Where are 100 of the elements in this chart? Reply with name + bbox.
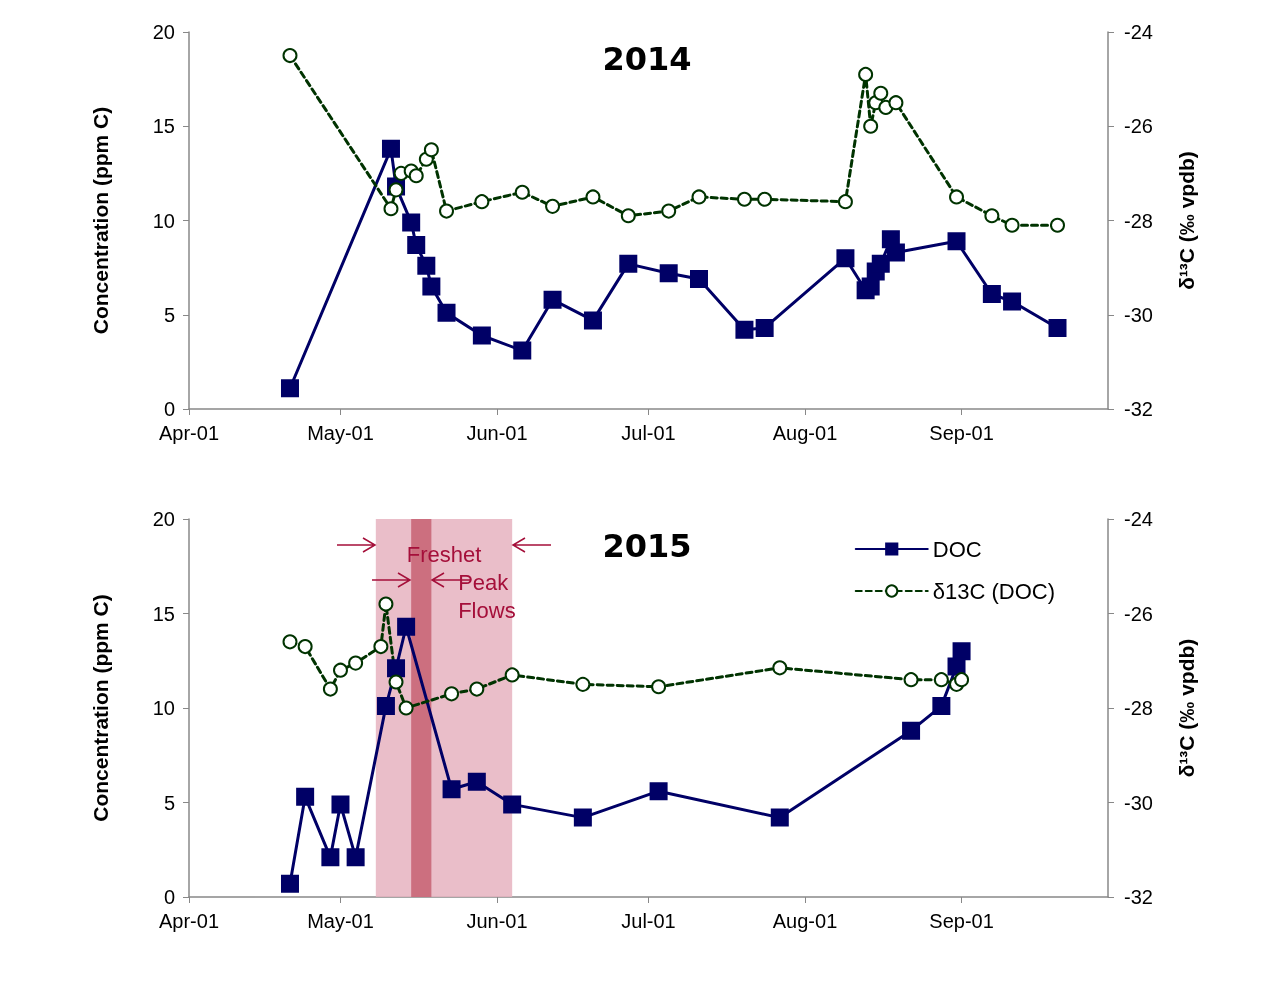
point	[575, 676, 591, 692]
y2-axis-title: δ¹³C (‰ vpdb)	[1175, 638, 1198, 778]
point	[296, 787, 315, 806]
point	[513, 341, 532, 360]
y-tick-label: 0	[163, 886, 175, 908]
point	[903, 672, 919, 688]
point	[503, 795, 522, 814]
point	[280, 874, 299, 893]
point	[691, 189, 707, 205]
y2-tick-label: -32	[1124, 886, 1153, 908]
point	[982, 285, 1001, 304]
point	[770, 808, 789, 827]
point	[932, 697, 951, 716]
point	[619, 254, 638, 273]
point	[322, 681, 338, 697]
point	[1004, 217, 1020, 233]
point	[346, 848, 365, 867]
y2-tick-label: -30	[1124, 303, 1153, 326]
point	[1050, 217, 1066, 233]
point	[388, 674, 404, 690]
point	[383, 201, 399, 217]
point	[397, 617, 416, 636]
y-tick-label: 10	[152, 697, 175, 719]
point	[585, 189, 601, 205]
point	[467, 772, 486, 791]
point	[952, 642, 971, 661]
point	[772, 660, 788, 676]
x-tick-label: Jun-01	[466, 422, 528, 444]
point	[1048, 318, 1067, 337]
y-tick-label: 20	[152, 508, 175, 530]
point	[661, 203, 677, 219]
point	[1003, 292, 1022, 311]
y2-tick-label: -30	[1124, 791, 1153, 814]
point	[472, 326, 491, 345]
x-tick-label: Aug-01	[772, 910, 838, 932]
point	[437, 303, 456, 322]
point	[282, 634, 298, 650]
x-tick-label: Aug-01	[772, 422, 838, 444]
point	[514, 184, 530, 200]
point	[858, 66, 874, 82]
point	[331, 795, 350, 814]
y-tick-label: 15	[152, 602, 175, 625]
point	[378, 596, 394, 612]
point	[836, 249, 855, 268]
x-tick-label: May-01	[307, 422, 374, 444]
point	[442, 780, 461, 799]
point	[280, 379, 299, 398]
x-tick-label: Apr-01	[158, 422, 220, 444]
point	[388, 182, 404, 198]
point	[649, 782, 668, 801]
point	[871, 254, 890, 273]
y2-tick-label: -26	[1124, 602, 1153, 625]
point	[947, 232, 966, 251]
point	[886, 243, 905, 262]
y2-tick-label: -24	[1124, 508, 1153, 530]
chart-title: 2014	[602, 40, 692, 78]
point	[469, 681, 485, 697]
point	[543, 290, 562, 309]
point	[954, 672, 970, 688]
point	[659, 264, 678, 283]
point	[321, 848, 340, 867]
y2-tick-label: -28	[1124, 209, 1153, 232]
band-label: Peak Flows	[458, 569, 516, 623]
point	[755, 318, 774, 337]
band-label: Freshet	[406, 541, 482, 567]
point	[439, 203, 455, 219]
y-tick-label: 10	[152, 209, 175, 232]
point	[651, 679, 667, 695]
y-tick-label: 5	[163, 303, 175, 326]
point	[735, 320, 754, 339]
point	[398, 700, 414, 716]
point	[689, 269, 708, 288]
point	[348, 655, 364, 671]
legend-label: DOC	[932, 536, 982, 562]
point	[373, 639, 389, 655]
legend-label: δ13C (DOC)	[932, 578, 1056, 604]
point	[863, 118, 879, 134]
point	[837, 194, 853, 210]
y-axis-title: Concentration (ppm C)	[89, 594, 112, 822]
point	[861, 277, 880, 296]
x-tick-label: Sep-01	[929, 910, 994, 932]
point	[423, 142, 439, 158]
x-tick-label: May-01	[307, 910, 374, 932]
point	[387, 659, 406, 678]
point	[408, 168, 424, 184]
x-tick-label: Sep-01	[929, 422, 994, 444]
point	[504, 667, 520, 683]
point	[474, 194, 490, 210]
point	[984, 208, 1000, 224]
y2-tick-label: -28	[1124, 697, 1153, 719]
y-tick-label: 5	[163, 791, 175, 814]
point	[417, 256, 436, 275]
y2-tick-label: -26	[1124, 115, 1153, 138]
y-tick-label: 15	[152, 115, 175, 138]
point	[757, 191, 773, 207]
y2-tick-label: -32	[1124, 398, 1153, 420]
point	[573, 808, 592, 827]
point	[933, 672, 949, 688]
point	[888, 95, 904, 111]
x-tick-label: Jul-01	[621, 422, 676, 444]
